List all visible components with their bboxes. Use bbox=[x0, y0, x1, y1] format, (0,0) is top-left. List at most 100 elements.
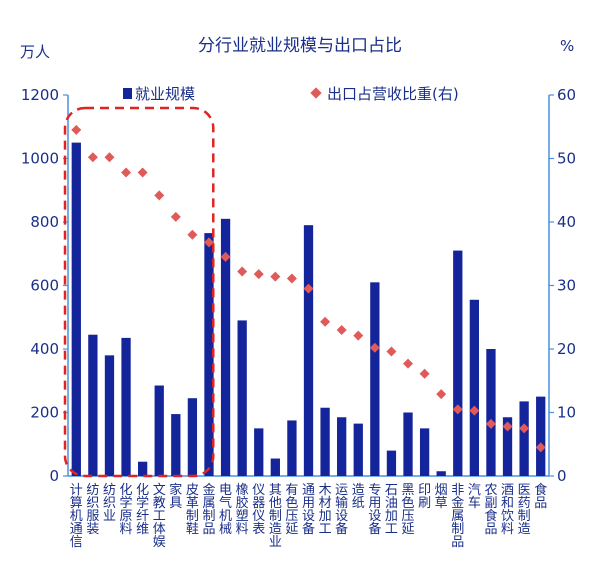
x-tick-label: 计算机通信 bbox=[70, 483, 83, 550]
marker-point bbox=[452, 404, 463, 415]
left-axis-unit: 万人 bbox=[20, 43, 50, 61]
highlight-box bbox=[63, 106, 215, 478]
x-tick-label: 文教工体娱 bbox=[153, 483, 166, 550]
x-tick-label: 通用设备 bbox=[302, 483, 315, 537]
x-tick-label: 纺织服装 bbox=[86, 483, 99, 537]
bar bbox=[403, 412, 413, 476]
bar bbox=[486, 349, 496, 476]
x-tick-label: 造纸 bbox=[352, 483, 365, 511]
x-tick-label: 专用设备 bbox=[368, 483, 381, 537]
x-tick-label: 酒和饮料 bbox=[501, 483, 514, 537]
marker-point bbox=[220, 251, 231, 262]
bar bbox=[436, 471, 446, 476]
x-tick-label: 家具 bbox=[169, 482, 182, 511]
left-tick-label: 0 bbox=[49, 467, 59, 485]
x-tick-label: 非金属制品 bbox=[451, 483, 464, 550]
bar bbox=[502, 417, 513, 476]
marker-point bbox=[502, 421, 513, 432]
bar bbox=[370, 282, 380, 476]
marker-point bbox=[253, 269, 264, 280]
marker-point bbox=[121, 167, 132, 178]
marker-point bbox=[187, 229, 198, 240]
marker-point bbox=[154, 190, 165, 201]
marker-point bbox=[237, 266, 248, 277]
left-tick-label: 1200 bbox=[21, 86, 59, 104]
annotation bbox=[63, 106, 215, 478]
marker-point bbox=[104, 152, 115, 163]
marker-point bbox=[403, 358, 414, 369]
bar bbox=[287, 420, 297, 476]
x-tick-label: 农副食品 bbox=[484, 483, 497, 537]
marker-point bbox=[170, 211, 181, 222]
bar bbox=[320, 407, 330, 476]
bar bbox=[270, 458, 280, 476]
marker-point bbox=[87, 152, 98, 163]
bar-series bbox=[71, 142, 546, 476]
right-tick-label: 10 bbox=[557, 404, 576, 422]
x-tick-label: 汽车 bbox=[468, 483, 481, 511]
legend-bar-label: 就业规模 bbox=[135, 85, 195, 103]
marker-point bbox=[303, 283, 314, 294]
marker-point bbox=[369, 342, 380, 353]
left-tick-label: 400 bbox=[30, 340, 59, 358]
x-tick-label: 烟草 bbox=[435, 483, 448, 511]
marker-point bbox=[71, 124, 82, 135]
marker-point bbox=[485, 418, 496, 429]
axes: 0200400600800100012000102030405060计算机通信纺… bbox=[21, 86, 576, 550]
marker-point bbox=[386, 346, 397, 357]
bar bbox=[237, 320, 247, 476]
marker-point bbox=[519, 423, 530, 434]
right-tick-label: 0 bbox=[557, 467, 567, 485]
legend-bar-swatch bbox=[123, 88, 132, 99]
bar bbox=[419, 428, 430, 476]
x-tick-label: 石油加工 bbox=[385, 483, 398, 537]
legend: 就业规模 出口占营收比重(右) bbox=[123, 85, 459, 103]
marker-point bbox=[203, 237, 214, 248]
x-tick-label: 运输设备 bbox=[335, 483, 348, 537]
x-tick-label: 仪器仪表 bbox=[252, 483, 265, 537]
left-tick-label: 200 bbox=[30, 404, 59, 422]
bar bbox=[88, 334, 98, 476]
x-tick-label: 纺织业 bbox=[103, 483, 116, 524]
legend-marker-label: 出口占营收比重(右) bbox=[327, 85, 459, 103]
x-tick-label: 化学原料 bbox=[120, 483, 133, 537]
marker-point bbox=[137, 167, 148, 178]
bar bbox=[353, 423, 363, 476]
marker-point bbox=[419, 368, 430, 379]
x-tick-label: 电气机械 bbox=[219, 483, 232, 537]
bar bbox=[187, 398, 198, 476]
x-tick-label: 有色压延 bbox=[285, 483, 298, 537]
left-tick-label: 1000 bbox=[21, 150, 59, 168]
x-tick-label: 黑色压延 bbox=[402, 483, 415, 537]
right-tick-label: 50 bbox=[557, 150, 576, 168]
x-tick-label: 医药制造 bbox=[518, 483, 531, 537]
bar bbox=[469, 299, 480, 476]
x-tick-label: 橡胶塑料 bbox=[236, 483, 249, 537]
right-tick-label: 40 bbox=[557, 213, 576, 231]
right-axis-unit: % bbox=[560, 37, 574, 55]
marker-point bbox=[469, 405, 480, 416]
x-tick-label: 金属制品 bbox=[202, 482, 215, 537]
marker-series bbox=[71, 124, 546, 453]
bar bbox=[337, 417, 347, 476]
left-tick-label: 800 bbox=[30, 213, 59, 231]
bar bbox=[137, 461, 148, 476]
x-tick-label: 其他制造业 bbox=[269, 483, 282, 550]
bar bbox=[303, 225, 314, 476]
x-tick-label: 食品 bbox=[534, 482, 547, 511]
bar bbox=[154, 385, 164, 476]
legend-marker-swatch bbox=[310, 87, 322, 99]
x-tick-label: 化学纤维 bbox=[136, 483, 149, 537]
bar bbox=[220, 218, 231, 476]
bar bbox=[71, 142, 81, 476]
marker-point bbox=[436, 389, 447, 400]
bar bbox=[104, 355, 115, 476]
right-tick-label: 60 bbox=[557, 86, 576, 104]
marker-point bbox=[535, 442, 546, 453]
x-tick-label: 皮革制鞋 bbox=[186, 483, 199, 537]
marker-point bbox=[336, 324, 347, 335]
marker-point bbox=[353, 330, 364, 341]
bar bbox=[536, 396, 546, 476]
right-tick-label: 20 bbox=[557, 340, 576, 358]
